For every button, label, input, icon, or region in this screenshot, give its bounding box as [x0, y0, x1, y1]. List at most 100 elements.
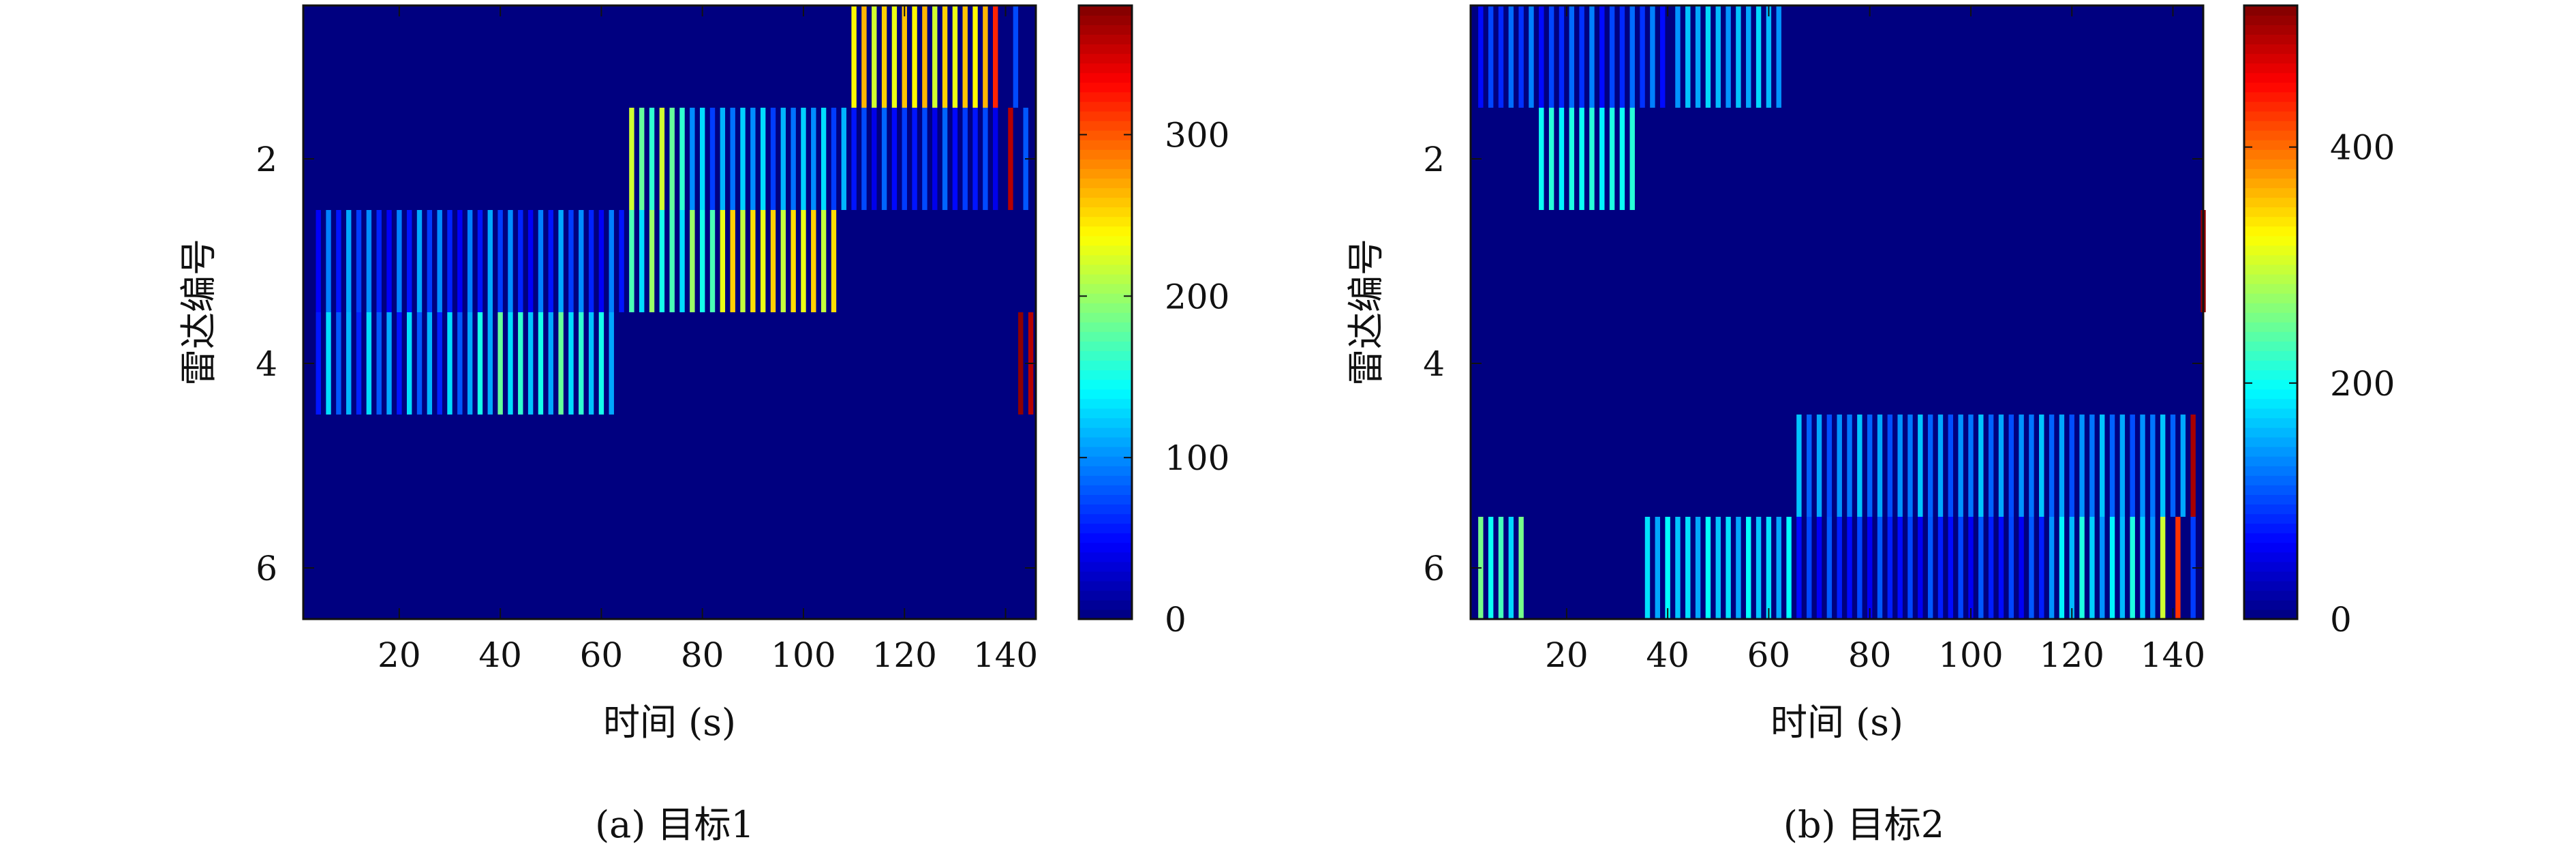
- heat-cell: [872, 5, 877, 108]
- heat-cell: [952, 108, 958, 210]
- heat-cell: [2175, 517, 2181, 619]
- heat-cell: [598, 210, 604, 312]
- heat-cell: [2190, 415, 2196, 517]
- colorbar-step: [1079, 149, 1132, 160]
- heat-cell: [1498, 517, 1504, 619]
- heat-cell: [709, 210, 716, 312]
- heat-cell: [1640, 5, 1645, 108]
- heat-cell: [1695, 5, 1701, 108]
- heat-cell: [780, 108, 786, 210]
- heat-cell: [376, 210, 382, 312]
- colorbar-step: [2244, 571, 2297, 582]
- colorbar-step: [2244, 197, 2297, 208]
- colorbar-step: [1079, 408, 1132, 419]
- colorbar-step: [2244, 446, 2297, 457]
- heat-cell: [720, 108, 726, 210]
- heat-cell: [1508, 5, 1514, 108]
- colorbar-step: [2244, 379, 2297, 390]
- heat-cell: [386, 312, 392, 415]
- heat-cell: [1569, 108, 1574, 210]
- heat-cell: [2160, 517, 2166, 619]
- colorbar-step: [1079, 532, 1132, 543]
- colorbar-step: [1079, 580, 1132, 591]
- heat-cell: [780, 210, 786, 312]
- colorbar-step: [2244, 82, 2297, 93]
- heat-cell: [2180, 415, 2186, 517]
- heat-cell: [1807, 517, 1812, 619]
- x-tick-label: 120: [872, 635, 937, 675]
- heat-cell: [1609, 108, 1615, 210]
- heat-cell: [1897, 517, 1903, 619]
- heat-cell: [2150, 415, 2156, 517]
- x-tick-label: 60: [1747, 635, 1791, 675]
- heat-cell: [609, 312, 614, 415]
- heat-cell: [1559, 5, 1565, 108]
- heat-cell: [1660, 5, 1666, 108]
- colorbar-step: [2244, 110, 2297, 121]
- colorbar-step: [2244, 120, 2297, 131]
- colorbar-tick-label: 400: [2330, 128, 2395, 168]
- y-tick-label: 4: [256, 344, 277, 384]
- colorbar-step: [2244, 254, 2297, 265]
- heatmap-panel-a: 20 40 60 80 100 120 140 2 4 6 时间 (s) 雷达编号 0 100 20…: [177, 4, 1229, 846]
- heat-cell: [558, 210, 564, 312]
- heat-cell: [2140, 517, 2145, 619]
- colorbar-step: [2244, 341, 2297, 352]
- colorbar-step: [2244, 350, 2297, 361]
- heat-cell: [679, 210, 685, 312]
- heat-cell: [579, 312, 584, 415]
- heat-cell: [1857, 415, 1862, 517]
- colorbar-step: [1079, 292, 1132, 303]
- colorbar-step: [2244, 245, 2297, 256]
- heat-cell: [427, 312, 433, 415]
- heat-cell: [1599, 108, 1605, 210]
- heat-cell: [1755, 5, 1762, 108]
- heat-cell: [851, 5, 857, 108]
- colorbar-step: [2244, 207, 2297, 217]
- heat-cell: [1559, 108, 1565, 210]
- heat-cell: [447, 312, 453, 415]
- colorbar-step: [1079, 379, 1132, 390]
- heat-cell: [1579, 108, 1584, 210]
- heat-cell: [518, 312, 523, 415]
- heat-cell: [457, 210, 463, 312]
- colorbar-step: [2244, 226, 2297, 237]
- colorbar-step: [1079, 455, 1132, 466]
- colorbar-step: [2244, 44, 2297, 55]
- heat-cell: [1907, 415, 1913, 517]
- heat-cell: [1897, 415, 1903, 517]
- heat-cell: [1867, 415, 1873, 517]
- heat-cell: [1937, 517, 1944, 619]
- colorbar-a: 0 100 200 300: [1077, 4, 1229, 640]
- colorbar-step: [1079, 398, 1132, 409]
- heat-cell: [2049, 517, 2055, 619]
- heat-cell: [679, 108, 685, 210]
- heat-cell: [1675, 517, 1681, 619]
- heat-cell: [1937, 415, 1944, 517]
- heat-cell: [518, 210, 523, 312]
- heat-cell: [326, 210, 331, 312]
- heat-cell: [2059, 517, 2065, 619]
- colorbar-step: [2244, 398, 2297, 409]
- heat-cell: [397, 312, 402, 415]
- y-tick-label: 6: [1423, 549, 1445, 588]
- heat-cell: [1978, 415, 1984, 517]
- x-tick-label: 20: [1545, 635, 1589, 675]
- heat-cell: [487, 312, 493, 415]
- heat-cell: [1968, 415, 1974, 517]
- colorbar-step: [1079, 5, 1132, 16]
- heat-cell: [1644, 517, 1651, 619]
- y-tick-label: 2: [1423, 140, 1445, 179]
- heat-cell: [791, 108, 796, 210]
- heat-cell: [1877, 517, 1883, 619]
- heat-cell: [1978, 517, 1984, 619]
- heat-cell: [316, 210, 321, 312]
- colorbar-frame: [2243, 4, 2299, 620]
- heat-cell: [760, 210, 766, 312]
- heat-cell: [902, 5, 907, 108]
- heat-cell: [811, 108, 816, 210]
- heat-cell: [1907, 517, 1913, 619]
- colorbar-step: [1079, 322, 1132, 332]
- heat-cell: [2130, 517, 2135, 619]
- heat-cell: [821, 108, 827, 210]
